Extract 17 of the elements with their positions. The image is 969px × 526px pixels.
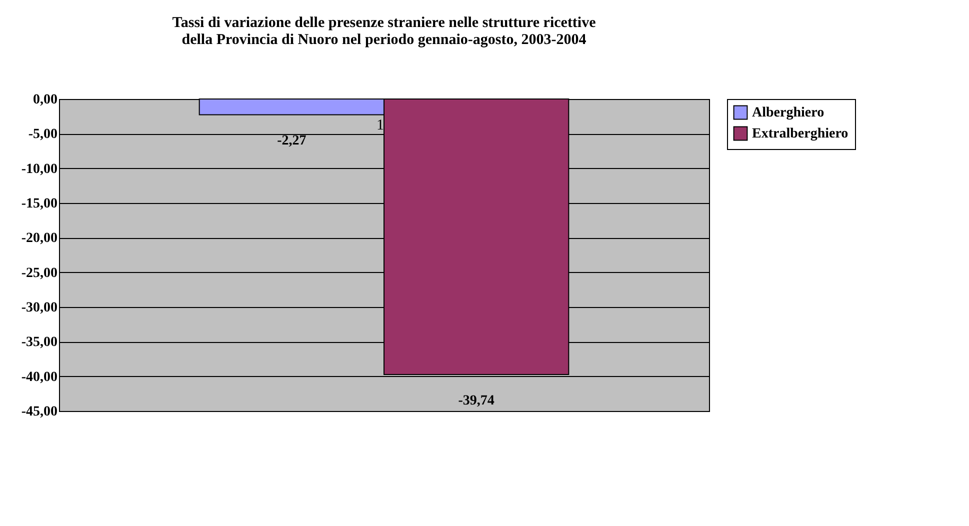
y-tick-label: -5,00 — [28, 127, 58, 142]
y-tick-label: -30,00 — [21, 300, 58, 316]
legend-label: Extralberghiero — [752, 126, 848, 142]
y-tick-label: -25,00 — [21, 266, 58, 281]
y-tick-label: -35,00 — [21, 335, 58, 350]
y-tick-label: 0,00 — [33, 92, 58, 108]
y-tick-label: -10,00 — [21, 162, 58, 177]
data-label: -39,74 — [458, 394, 494, 409]
y-tick-label: -15,00 — [21, 196, 58, 212]
text: Tassi di variazione delle presenze straniere nelle strutture ricettive — [172, 15, 596, 31]
text: della Provincia di Nuoro nel periodo gennaio-agosto, 2003-2004 — [182, 32, 586, 48]
legend-label: Alberghiero — [752, 106, 824, 120]
x-tick-label: 1 — [376, 118, 384, 134]
y-tick-label: -20,00 — [21, 231, 58, 246]
y-tick-label: -40,00 — [21, 370, 58, 385]
data-label: -2,27 — [277, 134, 306, 149]
y-tick-label: -45,00 — [21, 404, 58, 420]
